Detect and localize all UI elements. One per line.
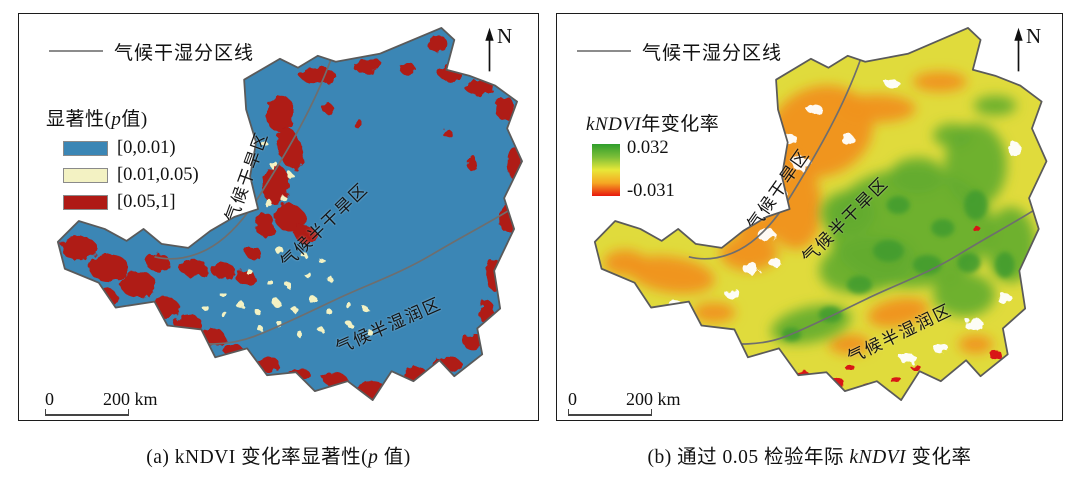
scale-zero-label: 0 [45, 389, 54, 410]
division-line-label: 气候干湿分区线 [642, 42, 783, 64]
division-line-label: 气候干湿分区线 [114, 42, 255, 64]
strong-positive-areas [781, 190, 1015, 342]
scale-bar: 0 200 km [568, 390, 681, 416]
legend-class-row: [0.05,1] [63, 192, 199, 213]
legend-swatch [63, 195, 108, 210]
mid-significance-speckles [203, 140, 373, 338]
change-rate-map [593, 27, 1048, 401]
legend-class-label: [0.05,1] [117, 192, 176, 212]
pvalue-legend-title: 显著性(p值) [46, 109, 148, 130]
north-label: N [1026, 24, 1042, 48]
north-arrow: N [1012, 26, 1041, 74]
caption-b: (b) 通过 0.05 检验年际 kNDVI 变化率 [647, 447, 972, 468]
legend-class-row: [0.01,0.05) [63, 165, 199, 186]
scale-rule [45, 409, 129, 416]
change-rate-legend: kNDVI年变化率 0.032 -0.031 [586, 109, 720, 201]
scale-zero-label: 0 [568, 389, 577, 410]
division-line-legend: 气候干湿分区线 [577, 40, 783, 64]
north-arrow-icon [1014, 27, 1023, 72]
north-arrow: N [483, 26, 512, 74]
ramp-min-label: -0.031 [627, 181, 675, 201]
change-rate-legend-title: kNDVI年变化率 [586, 114, 720, 135]
legend-class-label: [0,0.01) [117, 138, 176, 158]
division-line-sample [577, 49, 631, 53]
north-label: N [497, 24, 513, 48]
north-arrow-icon [485, 27, 494, 72]
legend-swatch [63, 168, 108, 183]
scale-max-label: 200 km [626, 389, 681, 410]
map-panel-b: 气候干湿分区线 kNDVI年变化率 0.032 -0.031 N 0 200 k… [556, 13, 1063, 421]
significance-map [56, 27, 523, 401]
scale-rule [568, 409, 652, 416]
map-panel-a: 气候干湿分区线 显著性(p值) [0,0.01) [0.01,0.05) [0.05… [18, 13, 539, 421]
division-line-sample [49, 49, 103, 53]
pvalue-legend: 显著性(p值) [0,0.01) [0.01,0.05) [0.05,1] [46, 104, 199, 219]
scale-bar: 0 200 km [45, 390, 158, 416]
legend-class-label: [0.01,0.05) [117, 165, 199, 185]
scale-max-label: 200 km [103, 389, 158, 410]
legend-class-row: [0,0.01) [63, 138, 199, 159]
ramp-gradient [592, 144, 620, 196]
caption-a: (a) kNDVI 变化率显著性(p 值) [146, 447, 411, 468]
legend-swatch [63, 141, 108, 156]
ramp-max-label: 0.032 [627, 138, 669, 158]
division-line-legend: 气候干湿分区线 [49, 40, 255, 64]
pvalue-legend-classes: [0,0.01) [0.01,0.05) [0.05,1] [46, 138, 199, 213]
